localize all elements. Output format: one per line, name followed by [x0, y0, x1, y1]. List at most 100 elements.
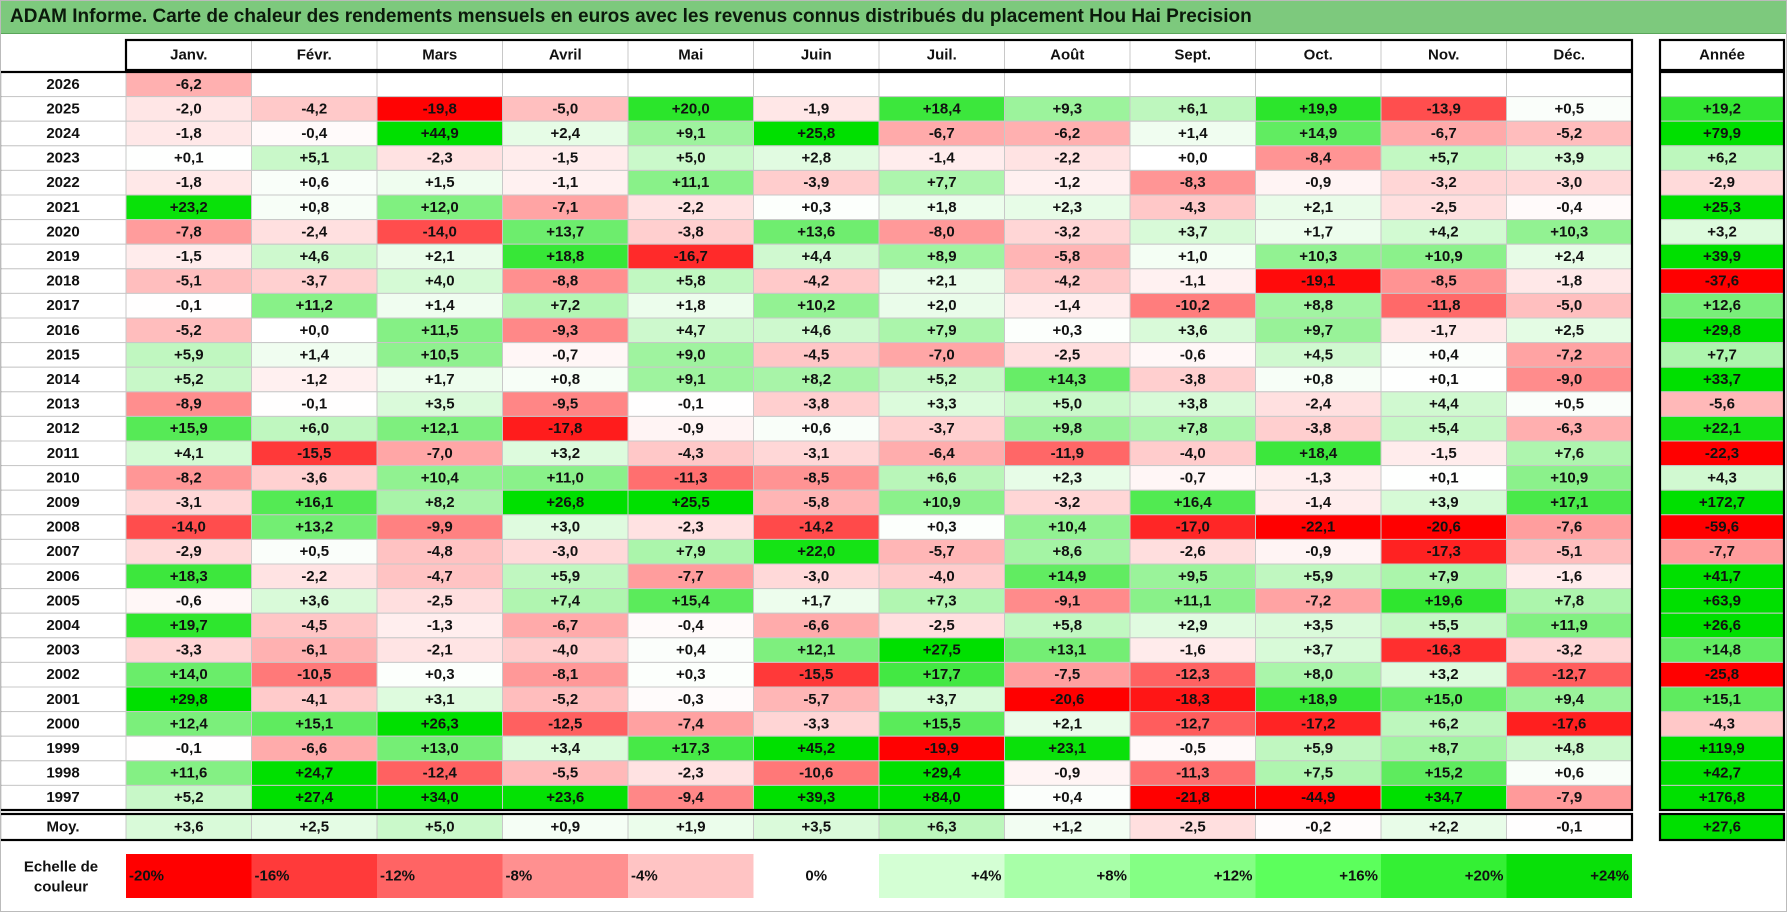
average-cell — [125, 813, 252, 841]
cell-value: -3,0 — [1556, 174, 1582, 191]
heatmap-cell — [1255, 342, 1382, 368]
scale-swatch — [628, 854, 754, 898]
cell-value: -0,4 — [301, 125, 328, 142]
heatmap-cell — [376, 71, 503, 98]
cell-value: -6,6 — [301, 740, 327, 757]
cell-value: -3,3 — [803, 715, 829, 732]
heatmap-cell — [1506, 145, 1633, 171]
heatmap-cell — [251, 760, 378, 786]
cell-value: +1,8 — [927, 199, 957, 216]
annual-cell — [1659, 514, 1785, 540]
heatmap-cell — [125, 686, 252, 713]
annual-value: +119,9 — [1699, 740, 1744, 757]
cell-value: +3,8 — [1178, 396, 1208, 413]
cell-value: +7,5 — [1303, 765, 1333, 782]
cell-value: +13,2 — [295, 519, 333, 536]
cell-value: -0,5 — [1180, 740, 1206, 757]
cell-value: +7,7 — [927, 174, 957, 191]
heatmap-cell — [1380, 317, 1507, 344]
average-cell — [1506, 813, 1633, 841]
cell-value: -3,1 — [176, 494, 202, 511]
cell-value: -2,1 — [427, 642, 453, 659]
cell-value: -14,0 — [423, 223, 457, 240]
heatmap-cell — [1004, 661, 1131, 688]
cell-value: -4,2 — [803, 273, 829, 290]
heatmap-cell — [627, 292, 754, 319]
cell-value: -6,6 — [803, 617, 829, 634]
heatmap-cell — [251, 342, 378, 368]
cell-value: +5,9 — [174, 346, 204, 363]
year-label-cell — [0, 96, 127, 122]
heatmap-cell — [125, 538, 252, 565]
cell-value: -0,4 — [678, 617, 705, 634]
cell-value: +5,8 — [1052, 617, 1082, 634]
cell-value: -19,9 — [925, 740, 959, 757]
cell-value: -4,3 — [678, 445, 704, 462]
year-label-2024: 2024 — [46, 125, 80, 142]
heatmap-cell — [1255, 366, 1382, 393]
annual-value: +79,9 — [1703, 125, 1741, 142]
cell-value: +0,1 — [174, 150, 204, 167]
heatmap-cell — [1506, 661, 1633, 688]
heatmap-cell — [753, 96, 880, 122]
heatmap-cell — [627, 96, 754, 122]
cell-value: +9,7 — [1303, 322, 1333, 339]
heatmap-cell — [1380, 169, 1507, 196]
heatmap-cell — [125, 612, 252, 639]
cell-value: +25,5 — [672, 494, 710, 511]
cell-value: +14,0 — [170, 666, 208, 683]
cell-value: +3,9 — [1429, 494, 1459, 511]
heatmap-cell — [1129, 219, 1256, 245]
cell-value: +12,4 — [170, 715, 209, 732]
cell-value: -2,2 — [678, 199, 704, 216]
heatmap-cell — [502, 784, 629, 811]
average-annual-value: +27,6 — [1703, 819, 1741, 836]
cell-value: +7,2 — [550, 297, 580, 314]
year-label-2001: 2001 — [46, 691, 79, 708]
heatmap-cell — [627, 268, 754, 294]
annual-value: +3,2 — [1707, 223, 1737, 240]
scale-label-line1: Echelle de — [24, 859, 98, 876]
heatmap-cell — [376, 292, 503, 319]
annual-value: +15,1 — [1703, 691, 1741, 708]
cell-value: +7,9 — [1429, 568, 1459, 585]
cell-value: +10,3 — [1299, 248, 1337, 265]
heatmap-cell — [1255, 489, 1382, 516]
heatmap-cell — [376, 268, 503, 294]
cell-value: -4,3 — [1180, 199, 1206, 216]
cell-value: +9,8 — [1052, 420, 1082, 437]
cell-value: -14,0 — [172, 519, 206, 536]
cell-value: +23,2 — [170, 199, 208, 216]
year-label-cell — [0, 243, 127, 270]
cell-value: -0,6 — [176, 592, 202, 609]
cell-value: +9,0 — [676, 346, 706, 363]
cell-value: +39,3 — [797, 789, 835, 806]
cell-value: +2,1 — [1052, 715, 1082, 732]
cell-value: +0,1 — [1429, 371, 1459, 388]
cell-value: -17,8 — [548, 420, 582, 437]
cell-value: +16,4 — [1174, 494, 1213, 511]
cell-value: +2,0 — [927, 297, 957, 314]
average-value: -2,5 — [1180, 819, 1206, 836]
cell-value: +10,9 — [923, 494, 961, 511]
heatmap-cell — [1004, 686, 1131, 713]
cell-value: -11,9 — [1051, 445, 1084, 462]
heatmap-cell — [1255, 588, 1382, 614]
cell-value: -12,3 — [1176, 666, 1210, 683]
scale-swatch — [1130, 854, 1256, 898]
scale-swatch — [251, 854, 377, 898]
cell-value: +12,1 — [421, 420, 459, 437]
cell-value: +44,9 — [421, 125, 459, 142]
heatmap-cell — [627, 489, 754, 516]
cell-value: -8,3 — [1180, 174, 1206, 191]
month-header-8: Août — [1050, 47, 1084, 64]
cell-value: -1,8 — [1556, 273, 1582, 290]
heatmap-cell — [251, 563, 378, 590]
cell-value: +0,0 — [1178, 150, 1208, 167]
heatmap-cell — [1380, 563, 1507, 590]
cell-value: -1,8 — [176, 174, 202, 191]
heatmap-cell — [376, 219, 503, 245]
heatmap-cell — [627, 440, 754, 467]
cell-value: +2,1 — [425, 248, 455, 265]
scale-label: -4% — [631, 868, 658, 885]
